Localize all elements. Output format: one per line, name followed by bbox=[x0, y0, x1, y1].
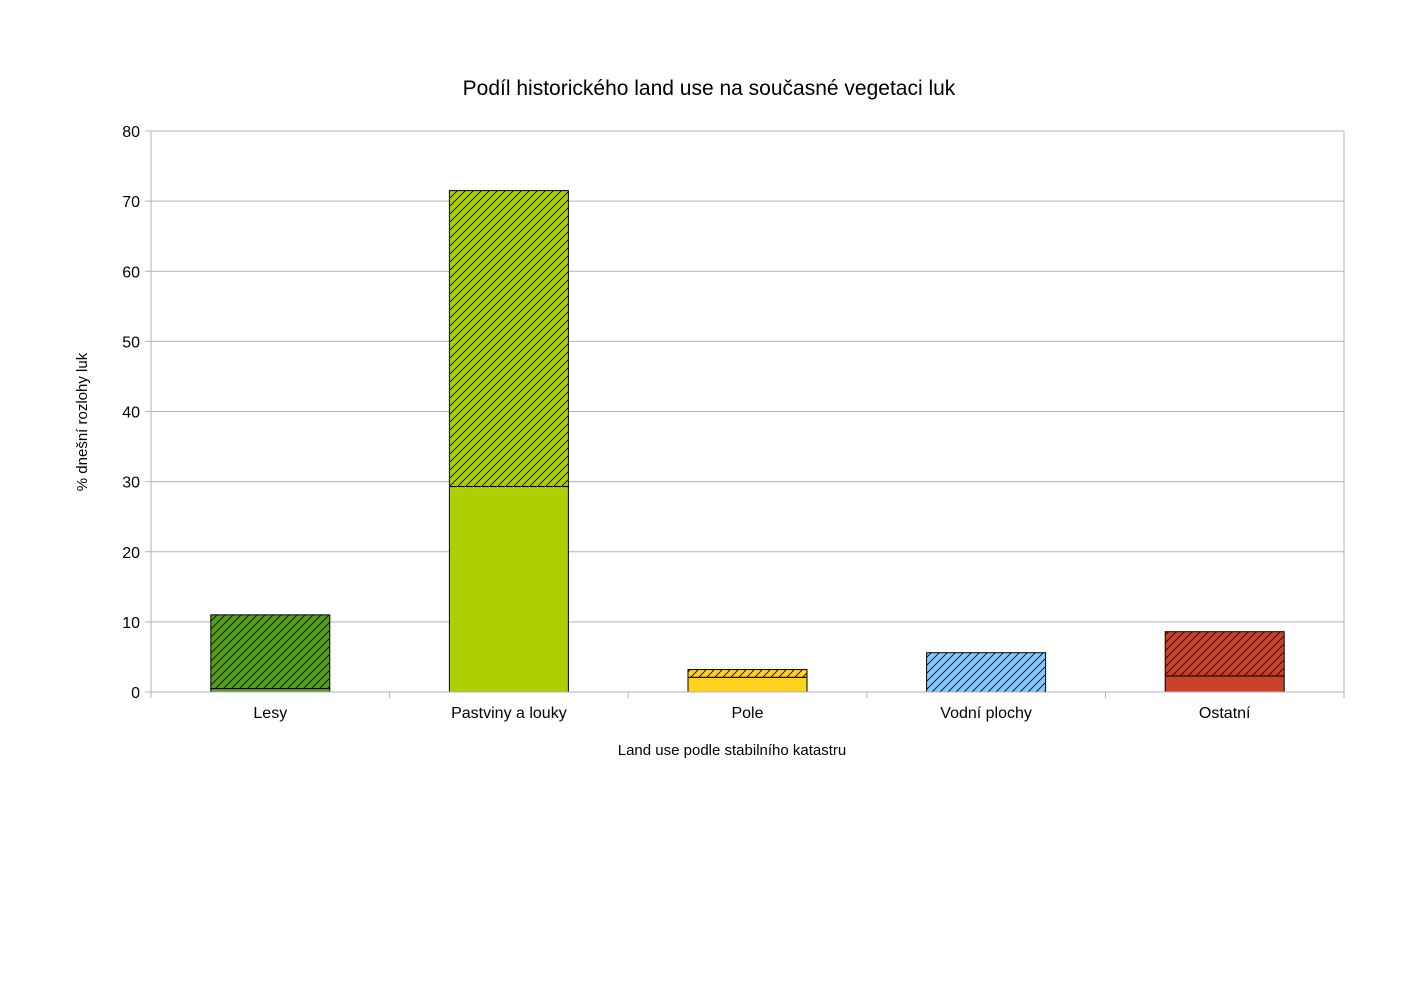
y-tick-label: 80 bbox=[122, 124, 140, 141]
bar-solid-segment bbox=[448, 486, 569, 693]
bar-solid-segment bbox=[687, 676, 808, 693]
bar-solid-segment bbox=[1164, 675, 1285, 693]
x-tick-label: Vodní plochy bbox=[940, 705, 1032, 722]
x-tick-label: Ostatní bbox=[1199, 705, 1251, 722]
y-tick-label: 40 bbox=[122, 405, 140, 422]
chart-title: Podíl historického land use na současné … bbox=[463, 77, 956, 100]
gridlines: 0 10 20 30 40 50 60 70 80 bbox=[122, 124, 1344, 702]
y-axis-title: % dnešní rozlohy luk bbox=[74, 352, 91, 491]
bar-hatched-segment bbox=[1164, 631, 1285, 677]
y-tick-label: 50 bbox=[122, 334, 140, 351]
y-tick-label: 20 bbox=[122, 545, 140, 562]
y-tick-label: 10 bbox=[122, 615, 140, 632]
bar-hatched-segment bbox=[448, 190, 569, 488]
axes: Lesy Pastviny a louky Pole Vodní plochy Osta… bbox=[150, 131, 1345, 722]
bar-solid-segment bbox=[210, 687, 331, 693]
bar-hatched-segment bbox=[210, 614, 331, 689]
bar-hatched-segment bbox=[926, 652, 1047, 693]
x-tick-label: Pole bbox=[731, 705, 763, 722]
bars bbox=[210, 190, 1285, 693]
x-axis-title: Land use podle stabilního katastru bbox=[618, 742, 847, 759]
bar-hatched-segment bbox=[687, 669, 808, 678]
y-tick-label: 0 bbox=[131, 685, 140, 702]
x-tick-label: Lesy bbox=[253, 705, 287, 722]
x-tick-label: Pastviny a louky bbox=[451, 705, 567, 722]
y-tick-label: 70 bbox=[122, 194, 140, 211]
y-tick-label: 60 bbox=[122, 264, 140, 281]
y-tick-label: 30 bbox=[122, 475, 140, 492]
